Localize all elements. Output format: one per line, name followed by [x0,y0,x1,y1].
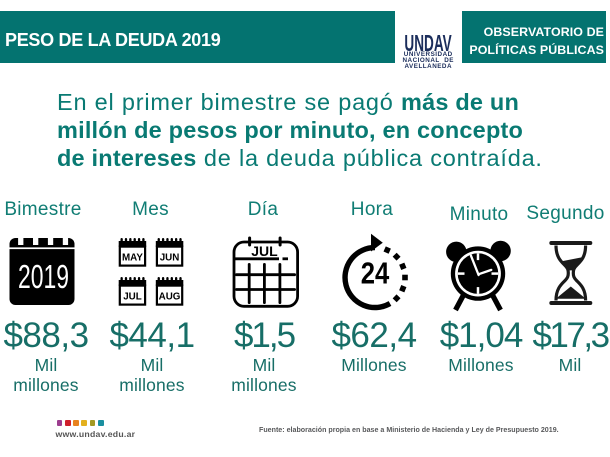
svg-text:JUN: JUN [160,252,180,263]
svg-text:2019: 2019 [18,258,69,295]
svg-text:JUL: JUL [251,243,278,259]
svg-text:MAY: MAY [122,252,143,263]
svg-text:JUL: JUL [123,291,142,302]
svg-text:AUG: AUG [159,291,181,302]
svg-text:24: 24 [361,256,390,291]
